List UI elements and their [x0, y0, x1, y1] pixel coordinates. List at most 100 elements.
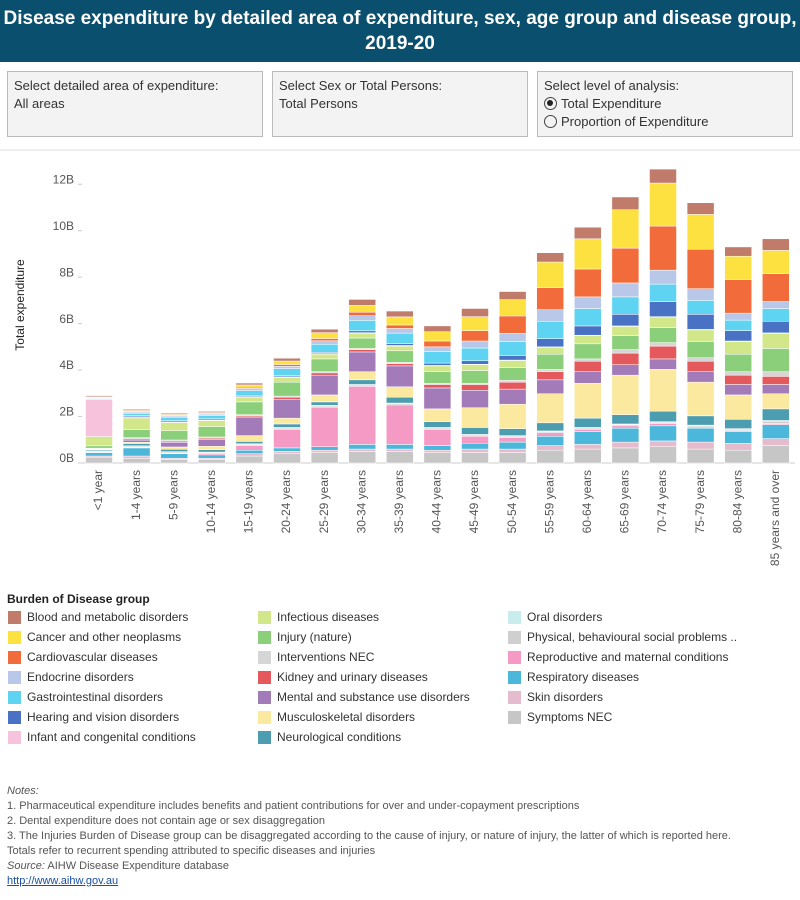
x-tick-label: 30-34 years: [354, 470, 368, 533]
x-tick-label: 1-4 years: [129, 470, 143, 520]
bar-segment: [348, 379, 376, 385]
bar-segment: [348, 304, 376, 313]
x-tick-label: 50-54 years: [505, 470, 519, 533]
bar-segment: [574, 238, 602, 270]
chart: Total expenditure Burden of Disease grou…: [0, 149, 800, 744]
bar-segment: [348, 386, 376, 445]
y-tick-label: 6B: [59, 312, 74, 326]
bar-segment: [536, 436, 564, 446]
filter-value[interactable]: Total Persons: [279, 96, 358, 111]
bar-segment: [423, 384, 452, 389]
bar-segment: [649, 168, 677, 184]
bar-segment: [686, 288, 715, 301]
bar-segment: [724, 443, 752, 451]
legend-label: Mental and substance use disorders: [277, 690, 470, 704]
legend-label: Infectious diseases: [277, 610, 379, 624]
bar-segment: [273, 417, 301, 425]
radio-option[interactable]: Total Expenditure: [544, 96, 786, 111]
bar-segment: [611, 352, 640, 365]
bar-segment: [348, 299, 376, 306]
bar-segment: [574, 371, 602, 384]
bar-segment: [762, 308, 790, 322]
y-tick-label: 4B: [59, 358, 74, 372]
bar-segment: [611, 425, 640, 429]
bar-segment: [423, 346, 452, 352]
bar-segment: [310, 354, 339, 360]
bar-segment: [649, 225, 677, 271]
filter-value[interactable]: All areas: [14, 96, 65, 111]
bar-segment: [724, 384, 752, 396]
legend-swatch: [508, 691, 521, 704]
x-tick-label: 15-19 years: [242, 470, 256, 533]
bar-segment: [386, 345, 414, 352]
bar-segment: [160, 416, 188, 421]
bar-segment: [649, 358, 677, 370]
bar-segment: [686, 341, 715, 359]
bar-segment: [461, 370, 489, 384]
y-tick-label: 8B: [59, 265, 74, 279]
bar-segment: [762, 445, 790, 464]
bar-segment: [348, 371, 376, 381]
x-tick-label: 20-24 years: [279, 470, 293, 533]
legend-label: Blood and metabolic disorders: [27, 610, 188, 624]
bar-segment: [386, 324, 414, 329]
filter-area[interactable]: Select detailed area of expenditure: All…: [7, 71, 263, 137]
bar-segment: [536, 252, 564, 263]
bar-segment: [762, 238, 790, 251]
bar-segment: [235, 445, 264, 451]
bar-segment: [724, 246, 752, 257]
bar-segment: [498, 291, 527, 300]
bar-segment: [762, 420, 790, 424]
bar-segment: [461, 443, 489, 450]
radio-option[interactable]: Proportion of Expenditure: [544, 114, 786, 129]
bar-segment: [461, 347, 489, 362]
bar-segment: [386, 343, 414, 346]
bar-segment: [686, 300, 715, 315]
bar-segment: [273, 368, 301, 376]
bar-segment: [461, 316, 489, 331]
link[interactable]: http://www.aihw.gov.au: [7, 875, 119, 887]
bar-segment: [310, 338, 339, 342]
bar-segment: [198, 459, 226, 464]
bar-segment: [122, 413, 151, 416]
bar-segment: [498, 315, 527, 334]
bar-segment: [611, 326, 640, 336]
bar-segment: [611, 296, 640, 315]
bar-segment: [235, 397, 264, 403]
legend-swatch: [508, 651, 521, 664]
bar-segment: [686, 202, 715, 215]
bar-segment: [310, 406, 339, 447]
note: 2. Dental expenditure does not contain a…: [7, 815, 325, 827]
bar-segment: [574, 360, 602, 372]
bar-segment: [273, 451, 301, 454]
legend-label: Injury (nature): [277, 630, 352, 644]
bar-segment: [536, 432, 564, 437]
bar-segment: [310, 452, 339, 464]
bar-segment: [724, 374, 752, 385]
x-tick-label: 35-39 years: [392, 470, 406, 533]
bar-segment: [536, 379, 564, 395]
legend-label: Hearing and vision disorders: [27, 710, 179, 724]
bar-segment: [273, 453, 301, 464]
bar-segment: [649, 342, 677, 347]
bar-segment: [461, 448, 489, 453]
bar-segment: [348, 315, 376, 321]
filter-sex[interactable]: Select Sex or Total Persons: Total Perso…: [272, 71, 528, 137]
bar-segment: [348, 330, 376, 333]
bar-segment: [235, 388, 264, 391]
legend-swatch: [258, 691, 271, 704]
x-tick-label: 55-59 years: [542, 470, 556, 533]
legend-label: Gastrointestinal disorders: [27, 690, 163, 704]
y-axis-label: Total expenditure: [13, 259, 27, 351]
bar-segment: [235, 453, 264, 457]
bar-segment: [423, 421, 452, 428]
legend-label: Skin disorders: [527, 690, 603, 704]
bar-segment: [686, 360, 715, 372]
bar-segment: [762, 384, 790, 395]
bar-segment: [386, 404, 414, 445]
bar-segment: [386, 363, 414, 367]
bar-segment: [348, 444, 376, 450]
legend-swatch: [8, 651, 21, 664]
bar-segment: [423, 340, 452, 348]
y-tick-label: 2B: [59, 405, 74, 419]
